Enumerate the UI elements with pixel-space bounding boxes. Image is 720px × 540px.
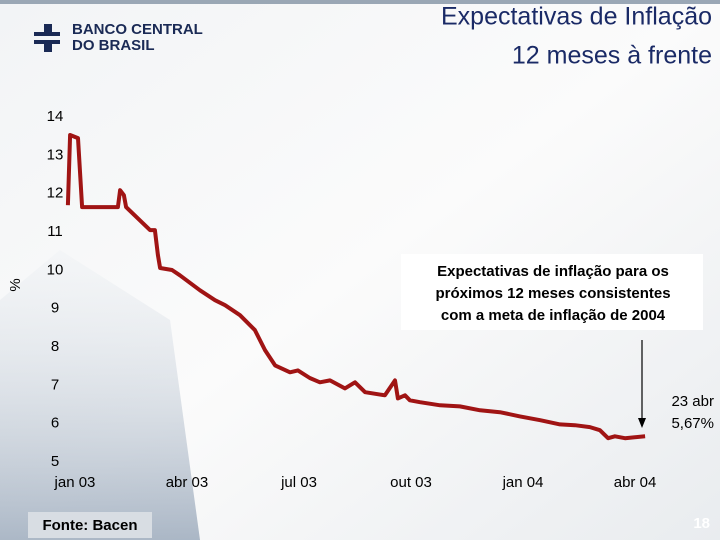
x-tick-label: jan 04 <box>502 474 544 491</box>
logo-mark <box>34 24 60 52</box>
y-tick-label: 8 <box>51 338 59 355</box>
chart-title: Expectativas de Inflação <box>441 3 712 31</box>
note-text: Expectativas de inflação para os <box>437 263 669 280</box>
x-tick-label: jan 03 <box>54 474 96 491</box>
y-tick-label: 7 <box>51 376 59 393</box>
note-text: com a meta de inflação de 2004 <box>441 307 666 324</box>
x-tick-label: abr 04 <box>614 474 657 491</box>
x-tick-label: jul 03 <box>280 474 317 491</box>
y-tick-label: 14 <box>47 108 64 125</box>
source: Fonte: Bacen <box>42 517 137 534</box>
y-tick-label: 9 <box>51 300 59 317</box>
logo-text: BANCO CENTRAL <box>72 21 203 38</box>
data-line <box>65 133 646 441</box>
building-decoration <box>0 250 200 540</box>
x-tick-label: out 03 <box>390 474 432 491</box>
y-tick-label: 10 <box>47 261 64 278</box>
note-box <box>401 254 703 330</box>
point-label: 23 abr <box>671 393 714 410</box>
y-tick-label: 5 <box>51 453 59 470</box>
source-box <box>28 512 152 538</box>
point-label: 5,67% <box>671 415 714 432</box>
y-axis-label: % <box>7 278 24 291</box>
y-tick-label: 11 <box>47 223 63 240</box>
x-tick-label: abr 03 <box>166 474 209 491</box>
y-tick-label: 12 <box>47 185 64 202</box>
y-tick-label: 13 <box>47 146 64 163</box>
y-tick-label: 6 <box>51 415 59 432</box>
logo-text: DO BRASIL <box>72 37 155 54</box>
chart-title: 12 meses à frente <box>512 42 712 70</box>
arrow-head <box>638 418 646 428</box>
page-number: 18 <box>693 515 710 532</box>
top-band <box>0 0 720 4</box>
note-text: próximos 12 meses consistentes <box>435 285 670 302</box>
